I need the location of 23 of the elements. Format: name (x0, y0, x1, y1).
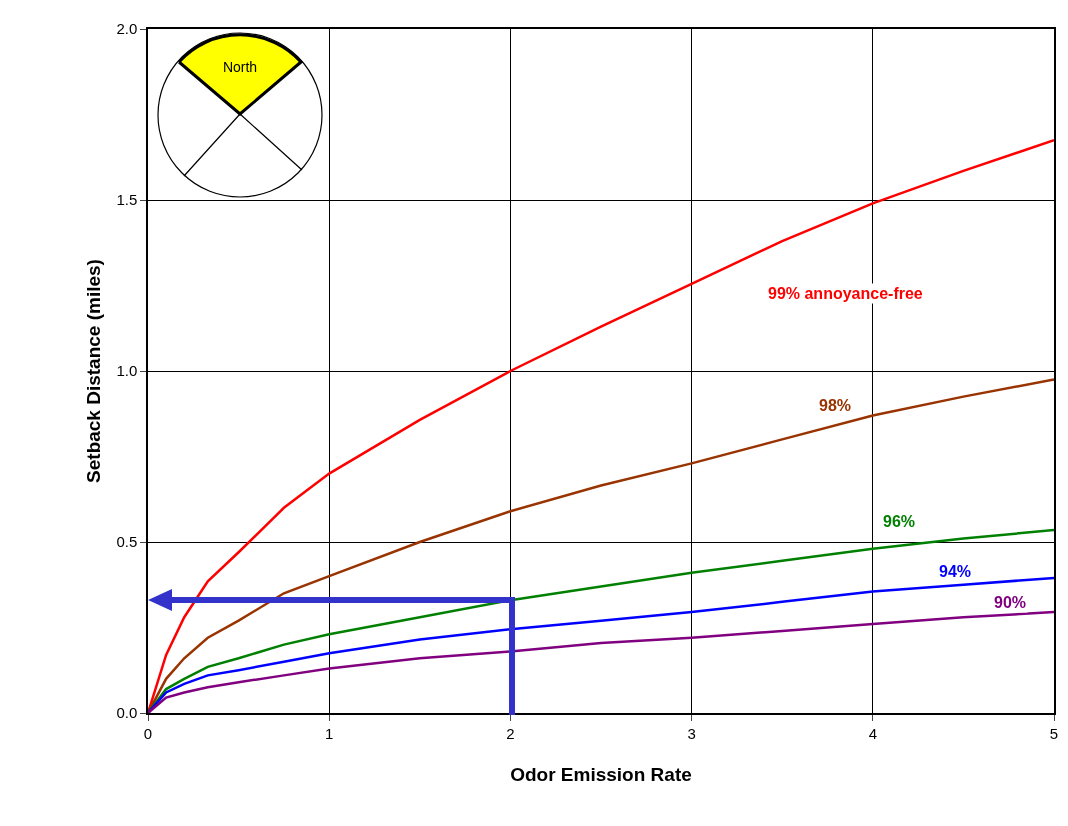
x-tick-label: 0 (143, 724, 153, 742)
y-tick-label: 1.0 (116, 362, 138, 380)
annotation: North (222, 59, 258, 75)
series-label: 94% (939, 563, 972, 580)
series-label: 90% (994, 594, 1027, 611)
x-tick-label: 3 (687, 724, 696, 742)
line-series (148, 528, 1054, 713)
x-axis-title: Odor Emission Rate (510, 763, 692, 785)
y-tick-label: 0.5 (116, 533, 138, 551)
series-label: 96% (883, 513, 916, 530)
y-tick-label: 2.0 (116, 20, 138, 38)
text: 99% annoyance-free (768, 285, 923, 302)
x-tick-label: 1 (325, 724, 334, 742)
line-series (148, 576, 1054, 713)
line-series (148, 378, 1054, 713)
x-tick-label: 5 (1049, 724, 1059, 742)
y-tick-label: 1.5 (116, 191, 138, 209)
line-series (148, 610, 1054, 713)
x-tick-label: 2 (506, 724, 515, 742)
y-axis-title: Setback Distance (miles) (82, 259, 104, 483)
x-tick-label: 4 (868, 724, 877, 742)
y-tick-label: 0.0 (116, 704, 138, 722)
series-label: 98% (819, 397, 852, 414)
